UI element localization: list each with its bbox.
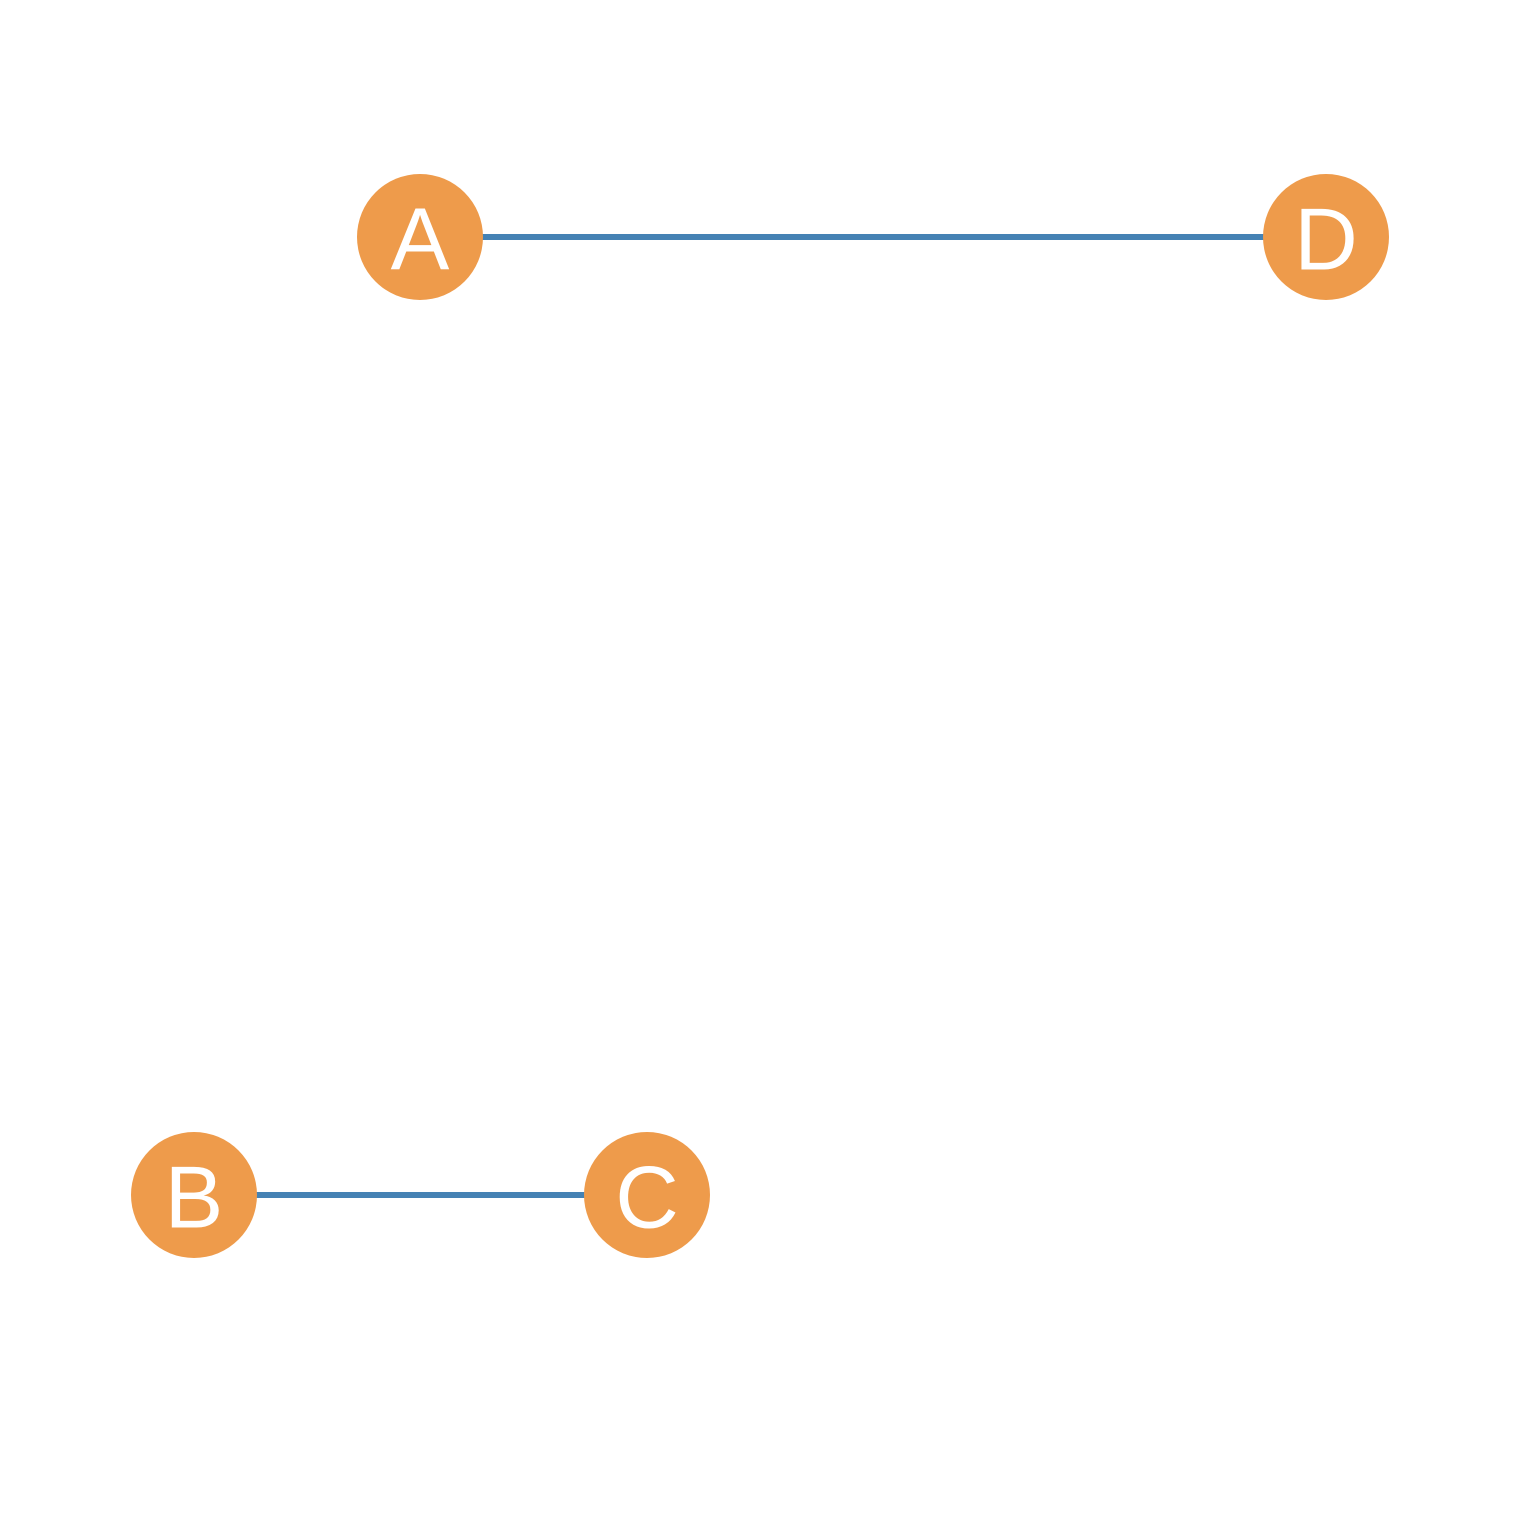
node-circle [584,1132,710,1258]
node-circle [1263,174,1389,300]
node-circle [357,174,483,300]
node-a: A [357,174,483,300]
node-label: B [165,1148,224,1247]
node-label: C [615,1148,679,1247]
node-circle [131,1132,257,1258]
node-label: D [1294,190,1358,289]
node-label: A [391,190,450,289]
edges-layer [194,234,1326,1198]
node-c: C [584,1132,710,1258]
nodes-layer: A B C D [131,174,1389,1258]
node-d: D [1263,174,1389,300]
node-b: B [131,1132,257,1258]
